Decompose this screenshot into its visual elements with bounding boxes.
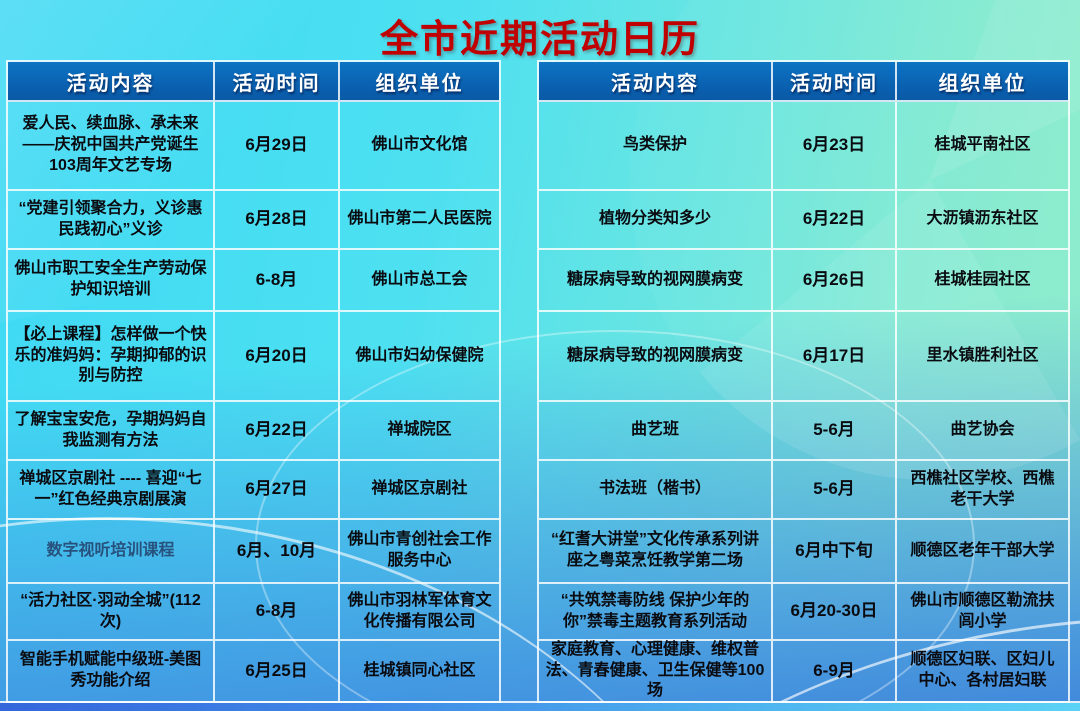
- activity-content-cell: 了解宝宝安危，孕期妈妈自我监测有方法: [8, 402, 215, 461]
- organizer-cell: 西樵社区学校、西樵老干大学: [897, 461, 1068, 520]
- activity-content-cell: 鸟类保护: [539, 102, 773, 191]
- organizer-cell: 佛山市羽林军体育文化传播有限公司: [340, 584, 499, 641]
- organizer-cell: 大沥镇沥东社区: [897, 191, 1068, 250]
- activity-time-cell: 6月、10月: [215, 520, 340, 584]
- activity-time-cell: 6月22日: [215, 402, 340, 461]
- activity-content-cell: 【必上课程】怎样做一个快乐的准妈妈：孕期抑郁的识别与防控: [8, 312, 215, 402]
- activity-time-cell: 6月20日: [215, 312, 340, 402]
- activity-time-cell: 5-6月: [773, 461, 897, 520]
- activity-content-cell: 智能手机赋能中级班-美图秀功能介绍: [8, 641, 215, 701]
- bottom-divider-line: [0, 701, 1080, 703]
- bottom-bar: [0, 703, 1080, 711]
- organizer-cell: 佛山市总工会: [340, 250, 499, 312]
- activity-time-cell: 6月27日: [215, 461, 340, 520]
- activity-time-cell: 6月28日: [215, 191, 340, 250]
- organizer-cell: 禅城院区: [340, 402, 499, 461]
- organizer-cell: 佛山市顺德区勒流扶闾小学: [897, 584, 1068, 641]
- organizer-cell: 佛山市文化馆: [340, 102, 499, 191]
- activity-content-cell: 糖尿病导致的视网膜病变: [539, 312, 773, 402]
- organizer-cell: 禅城区京剧社: [340, 461, 499, 520]
- activity-content-cell: “活力社区·羽动全城”(112次): [8, 584, 215, 641]
- column-header-time: 活动时间: [773, 62, 897, 102]
- activity-time-cell: 6月29日: [215, 102, 340, 191]
- activity-content-cell: 数字视听培训课程: [8, 520, 215, 584]
- organizer-cell: 顺德区妇联、区妇儿中心、各村居妇联: [910, 651, 1055, 689]
- activity-content-cell: 曲艺班: [539, 402, 773, 461]
- activity-time-cell: 6-9月: [773, 641, 897, 701]
- activity-content-cell: “红耆大讲堂”文化传承系列讲座之粤菜烹饪教学第二场: [539, 520, 773, 584]
- organizer-cell: 桂城平南社区: [897, 102, 1068, 191]
- activity-time-cell: 6-8月: [215, 584, 340, 641]
- page-title: 全市近期活动日历: [379, 19, 700, 61]
- activity-content-cell: 家庭教育、心理健康、维权普法、青春健康、卫生保健等100场: [539, 641, 773, 701]
- left-activity-table: 活动内容 活动时间 组织单位 爱人民、续血脉、承未来——庆祝中国共产党诞生103…: [6, 60, 501, 703]
- organizer-cell: 曲艺协会: [897, 402, 1068, 461]
- organizer-cell: 顺德区老年干部大学: [897, 520, 1068, 584]
- column-header-content: 活动内容: [8, 62, 215, 102]
- organizer-cell: 佛山市第二人民医院: [340, 191, 499, 250]
- organizer-cell: 佛山市青创社会工作服务中心: [340, 520, 499, 584]
- activity-time-cell: 5-6月: [773, 402, 897, 461]
- right-activity-table: 活动内容 活动时间 组织单位 鸟类保护 6月23日 桂城平南社区 植物分类知多少…: [537, 60, 1070, 703]
- activity-content-cell: 糖尿病导致的视网膜病变: [539, 250, 773, 312]
- organizer-cell: 桂城镇同心社区: [363, 661, 476, 679]
- column-header-content: 活动内容: [539, 62, 773, 102]
- column-header-org: 组织单位: [340, 62, 499, 102]
- activity-time-cell: 6月17日: [773, 312, 897, 402]
- activity-content-cell: 书法班（楷书）: [539, 461, 773, 520]
- activity-content-cell: “党建引领聚合力，义诊惠民践初心”义诊: [8, 191, 215, 250]
- activity-time-cell: 6月26日: [773, 250, 897, 312]
- activity-time-cell: 6-8月: [215, 250, 340, 312]
- activity-content-cell: 爱人民、续血脉、承未来——庆祝中国共产党诞生103周年文艺专场: [8, 102, 215, 191]
- column-header-time: 活动时间: [215, 62, 340, 102]
- activity-time-cell: 6月20-30日: [773, 584, 897, 641]
- organizer-cell: 桂城桂园社区: [897, 250, 1068, 312]
- activity-content-cell: 禅城区京剧社 ---- 喜迎“七一”红色经典京剧展演: [8, 461, 215, 520]
- organizer-cell: 佛山市妇幼保健院: [340, 312, 499, 402]
- activity-content-cell: 佛山市职工安全生产劳动保护知识培训: [8, 250, 215, 312]
- activity-content-cell: 植物分类知多少: [539, 191, 773, 250]
- activity-time-cell: 6月中下旬: [773, 520, 897, 584]
- activity-time-cell: 6月25日: [215, 641, 340, 701]
- activity-content-cell: “共筑禁毒防线 保护少年的你”禁毒主题教育系列活动: [539, 584, 773, 641]
- activity-time-cell: 6月23日: [773, 102, 897, 191]
- organizer-cell: 里水镇胜利社区: [897, 312, 1068, 402]
- column-header-org: 组织单位: [897, 62, 1068, 102]
- activity-time-cell: 6月22日: [773, 191, 897, 250]
